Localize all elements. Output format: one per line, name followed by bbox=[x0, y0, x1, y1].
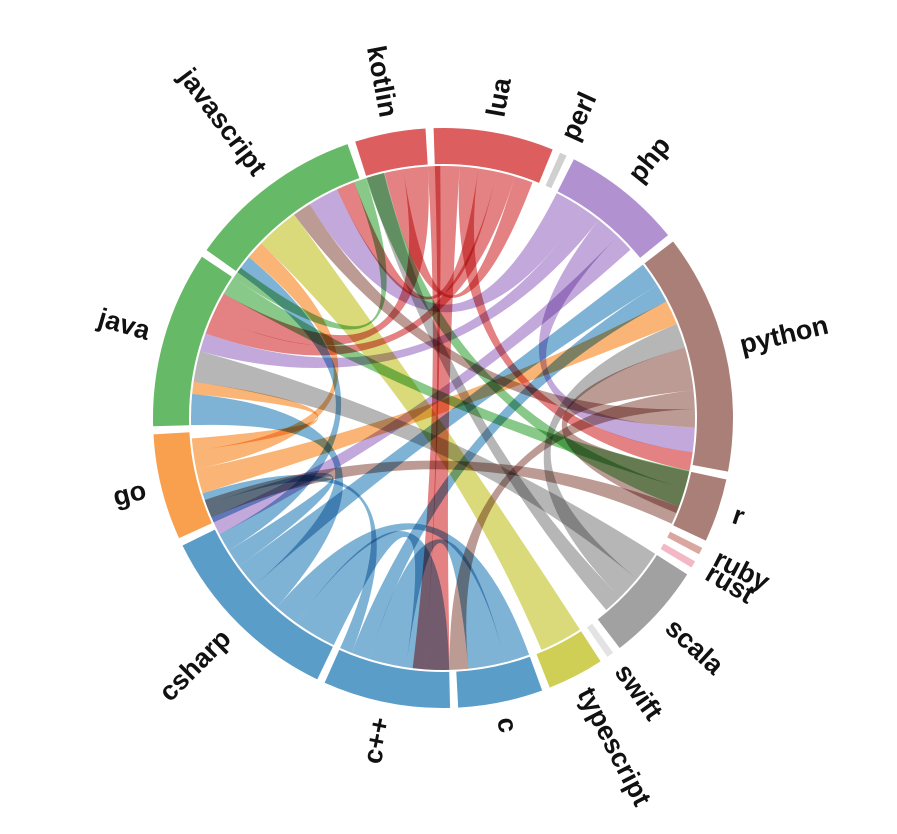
ribbon-python-csharp bbox=[204, 460, 679, 524]
ribbon-c---c bbox=[369, 539, 506, 669]
label-javascript: javascript bbox=[172, 62, 272, 182]
ribbon-php-java bbox=[200, 208, 599, 369]
label-lua: lua bbox=[480, 74, 517, 119]
ribbon-csharp-c-- bbox=[296, 530, 450, 671]
label-c--: c++ bbox=[357, 715, 396, 767]
arc-c bbox=[456, 656, 543, 708]
ribbon-go-python bbox=[196, 301, 677, 494]
arc-r bbox=[673, 471, 727, 541]
arc-ruby bbox=[667, 531, 703, 555]
ribbon-php-javascript bbox=[309, 189, 584, 313]
ribbon-typescript-javascript bbox=[261, 214, 580, 650]
arc-go bbox=[153, 432, 212, 539]
label-csharp: csharp bbox=[153, 623, 237, 707]
label-kotlin: kotlin bbox=[361, 43, 404, 119]
arc-scala bbox=[597, 554, 688, 648]
ribbon-csharp-java bbox=[191, 394, 344, 608]
ribbon-c---go bbox=[202, 475, 377, 653]
arc-perl bbox=[545, 152, 567, 189]
ribbon-scala-python bbox=[543, 323, 685, 598]
label-go: go bbox=[110, 475, 149, 512]
arc-python bbox=[644, 241, 733, 472]
label-swift: swift bbox=[609, 658, 669, 726]
arc-lua bbox=[433, 128, 553, 183]
arc-rust bbox=[660, 543, 696, 568]
ribbon-lua-kotlin bbox=[384, 169, 533, 298]
label-perl: perl bbox=[555, 88, 603, 146]
ribbon-go-javascript bbox=[193, 243, 339, 470]
label-scala: scala bbox=[660, 612, 731, 680]
ribbon-php-csharp bbox=[211, 236, 631, 535]
arc-php bbox=[557, 159, 669, 258]
arc-swift bbox=[586, 623, 614, 657]
label-c: c bbox=[491, 714, 523, 735]
arc-c-- bbox=[324, 649, 451, 708]
ribbon-java-python bbox=[223, 277, 690, 489]
arc-java bbox=[152, 256, 232, 427]
ribbon-go-java bbox=[191, 381, 319, 451]
ribbon-lua-javascript bbox=[336, 168, 497, 300]
arc-javascript bbox=[206, 144, 360, 271]
label-r: r bbox=[729, 500, 749, 532]
arc-typescript bbox=[536, 631, 601, 688]
label-php: php bbox=[622, 131, 676, 188]
label-java: java bbox=[94, 302, 155, 346]
ribbon-kotlin-java bbox=[212, 166, 429, 346]
arc-layer bbox=[152, 128, 733, 708]
ribbon-layer bbox=[191, 166, 695, 671]
arc-kotlin bbox=[355, 128, 428, 176]
ribbon-kotlin-c bbox=[412, 166, 441, 670]
ribbon-java-javascript bbox=[233, 178, 387, 330]
arc-csharp bbox=[182, 529, 333, 680]
label-python: python bbox=[737, 310, 831, 360]
